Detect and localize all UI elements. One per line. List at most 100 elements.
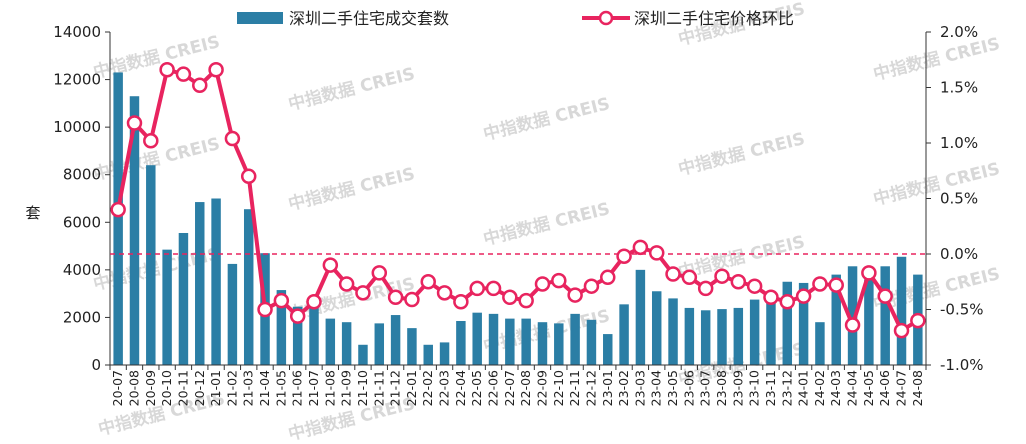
x-tick-label: 23-09	[730, 370, 745, 406]
x-tick-label: 22-05	[469, 370, 484, 406]
right-tick-label: 1.0%	[940, 134, 978, 152]
bar	[129, 96, 140, 365]
line-point	[583, 278, 600, 294]
line-point	[502, 289, 518, 306]
x-tick-label: 22-09	[534, 370, 549, 406]
x-tick-label: 22-06	[486, 370, 501, 406]
bar	[341, 322, 352, 365]
x-tick-label: 22-07	[502, 370, 517, 406]
x-tick-label: 23-12	[779, 370, 794, 406]
line-point	[322, 257, 339, 273]
x-tick-label: 23-04	[649, 370, 664, 406]
line-point	[159, 61, 175, 78]
line-point	[910, 312, 926, 329]
bar	[309, 305, 319, 365]
bar	[798, 282, 809, 365]
bar	[717, 309, 727, 365]
line-point	[485, 280, 502, 297]
x-axis-ticks: 20-07 20-08 20-09 20-10 20-11 20-12 21-01 21-02…	[109, 365, 927, 406]
x-tick-label: 23-07	[698, 370, 713, 406]
line-point	[681, 269, 698, 286]
left-axis-ticks: 0 2000 4000 6000 8000 10000 12000 14000	[53, 23, 110, 374]
line-series	[110, 61, 926, 339]
bar	[684, 307, 695, 365]
x-tick-label: 22-03	[437, 370, 452, 406]
line-point	[600, 269, 616, 286]
watermark-text: 中指数据 CREIS	[481, 198, 612, 250]
watermark-text: 中指数据 CREIS	[91, 31, 222, 83]
left-tick-label: 12000	[53, 71, 101, 89]
bar	[847, 266, 858, 365]
x-tick-label: 23-11	[763, 370, 778, 406]
x-tick-label: 22-04	[453, 370, 468, 406]
x-tick-label: 21-11	[371, 370, 386, 406]
line-point	[338, 276, 355, 292]
line-point	[877, 288, 893, 304]
watermark-text: 中指数据 CREIS	[286, 163, 417, 215]
bar	[113, 72, 123, 365]
x-tick-label: 23-02	[616, 370, 631, 406]
x-tick-label: 20-09	[143, 370, 158, 406]
line-point	[812, 276, 828, 292]
bar	[766, 301, 776, 365]
bar	[831, 274, 841, 365]
bar	[146, 165, 156, 365]
x-tick-label: 23-08	[714, 370, 729, 406]
x-tick-label: 24-07	[894, 370, 909, 406]
bar	[586, 319, 597, 365]
bar	[325, 318, 336, 365]
bar	[619, 304, 629, 365]
line-point	[697, 280, 714, 297]
bar	[537, 322, 548, 365]
left-axis-label: 套	[25, 204, 40, 222]
bar	[211, 198, 221, 365]
line-point	[469, 280, 485, 297]
watermark-text: 中指数据 CREIS	[676, 128, 807, 180]
x-tick-label: 21-07	[306, 370, 321, 406]
bar	[700, 310, 711, 365]
right-tick-label: 0.0%	[940, 245, 978, 263]
line-point	[714, 268, 730, 284]
watermark-text: 中指数据 CREIS	[286, 63, 417, 115]
line-point	[355, 285, 371, 301]
right-tick-label: -0.5%	[940, 301, 984, 319]
line-point	[110, 201, 126, 218]
x-tick-label: 21-09	[339, 370, 354, 406]
right-tick-label: 0.5%	[940, 190, 978, 208]
line-point	[240, 168, 257, 185]
x-tick-label: 23-05	[665, 370, 680, 406]
x-tick-label: 21-03	[241, 370, 256, 406]
line-point	[844, 317, 861, 333]
line-point	[665, 266, 681, 282]
line-point	[551, 272, 567, 289]
line-point	[534, 276, 551, 292]
bar	[276, 290, 287, 365]
right-tick-label: 2.0%	[940, 23, 978, 41]
line-point	[518, 292, 534, 309]
x-tick-label: 20-07	[110, 370, 125, 406]
x-tick-label: 24-02	[812, 370, 827, 406]
x-tick-label: 22-12	[583, 370, 598, 406]
right-axis-ticks: -1.0% -0.5% 0.0% 0.5% 1.0% 1.5% 2.0%	[926, 23, 984, 374]
x-tick-label: 23-06	[681, 370, 696, 406]
line-point	[779, 293, 796, 310]
bar	[749, 299, 760, 365]
line-point	[208, 61, 224, 78]
line-point	[893, 322, 910, 339]
x-tick-label: 20-08	[126, 370, 141, 406]
bar	[896, 256, 907, 365]
bar-series	[113, 72, 923, 365]
bar	[733, 307, 744, 365]
x-tick-label: 20-12	[192, 370, 207, 406]
x-tick-label: 21-10	[355, 370, 370, 406]
x-tick-label: 21-06	[290, 370, 305, 406]
line-point	[387, 289, 404, 306]
x-tick-label: 20-10	[159, 370, 174, 406]
line-point	[306, 293, 322, 310]
line-point	[143, 133, 159, 149]
legend-line-marker	[598, 10, 614, 26]
watermark-text: 中指数据 CREIS	[871, 33, 1002, 85]
bar	[178, 232, 189, 365]
bar	[782, 281, 793, 365]
line-point	[730, 274, 747, 290]
